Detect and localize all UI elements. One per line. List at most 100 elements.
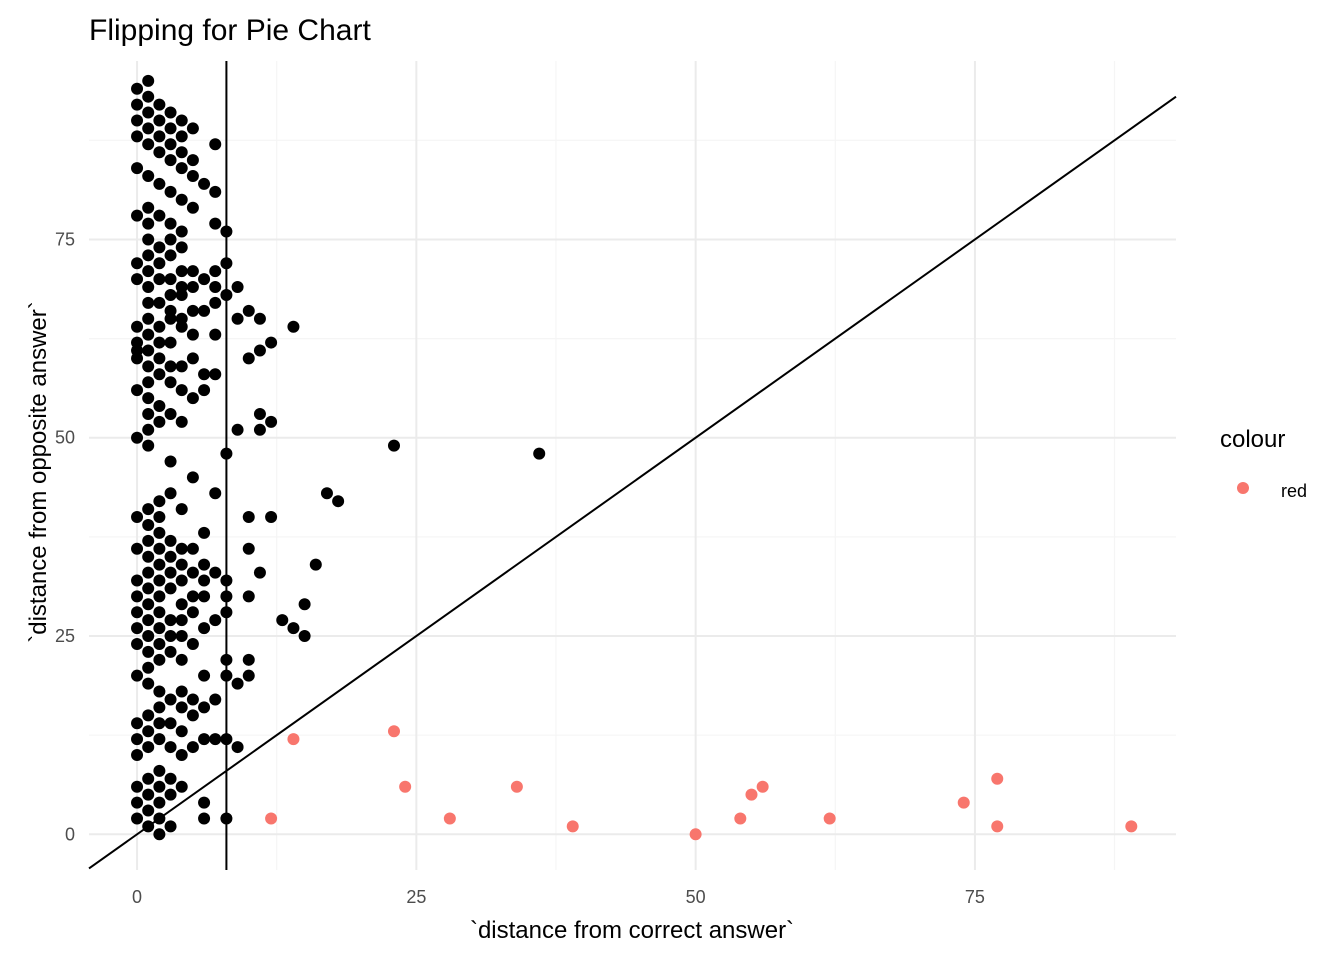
black-point — [175, 193, 188, 206]
black-point — [142, 788, 155, 801]
data-points — [131, 74, 1138, 841]
black-point — [164, 249, 177, 262]
black-point — [164, 154, 177, 167]
black-point — [186, 590, 199, 603]
red-point — [566, 820, 579, 833]
black-point — [186, 741, 199, 754]
black-point — [153, 368, 166, 381]
black-point — [153, 542, 166, 555]
black-point — [198, 384, 211, 397]
black-point — [242, 542, 255, 555]
black-point — [198, 526, 211, 539]
black-point — [220, 590, 233, 603]
black-point — [175, 130, 188, 143]
black-point — [131, 98, 144, 111]
black-point — [142, 677, 155, 690]
black-point — [209, 138, 222, 151]
black-point — [142, 74, 155, 87]
red-point — [957, 796, 970, 809]
black-point — [253, 407, 266, 420]
black-point — [175, 265, 188, 278]
black-point — [533, 447, 546, 460]
black-point — [220, 288, 233, 301]
black-point — [131, 733, 144, 746]
black-point — [142, 407, 155, 420]
black-point — [142, 534, 155, 547]
black-point — [186, 281, 199, 294]
black-point — [253, 344, 266, 357]
black-point — [153, 130, 166, 143]
black-point — [186, 265, 199, 278]
black-point — [198, 304, 211, 317]
black-point — [131, 209, 144, 222]
black-point — [209, 487, 222, 500]
black-point — [131, 384, 144, 397]
black-point — [142, 201, 155, 214]
legend-label-red: red — [1281, 481, 1307, 501]
black-point — [198, 368, 211, 381]
black-point — [142, 106, 155, 119]
black-point — [142, 90, 155, 103]
black-point — [142, 709, 155, 722]
black-point — [253, 423, 266, 436]
black-point — [153, 320, 166, 333]
black-point — [209, 566, 222, 579]
black-point — [153, 574, 166, 587]
black-point — [142, 344, 155, 357]
black-point — [209, 281, 222, 294]
black-point — [164, 693, 177, 706]
black-point — [209, 217, 222, 230]
black-point — [142, 598, 155, 611]
black-point — [153, 415, 166, 428]
black-point — [175, 415, 188, 428]
black-point — [164, 645, 177, 658]
black-point — [153, 685, 166, 698]
black-point — [198, 796, 211, 809]
black-point — [164, 788, 177, 801]
black-point — [175, 558, 188, 571]
black-point — [265, 336, 278, 349]
black-point — [198, 558, 211, 571]
y-axis-title: `distance from opposite answer` — [25, 301, 52, 642]
black-point — [153, 495, 166, 508]
black-point — [164, 217, 177, 230]
black-point — [153, 177, 166, 190]
black-point — [131, 162, 144, 175]
red-point — [689, 828, 702, 841]
black-point — [142, 217, 155, 230]
black-point — [175, 384, 188, 397]
black-point — [131, 273, 144, 286]
black-point — [131, 130, 144, 143]
black-point — [131, 320, 144, 333]
black-point — [142, 772, 155, 785]
black-point — [153, 296, 166, 309]
red-point — [399, 780, 412, 793]
red-point — [734, 812, 747, 825]
black-point — [142, 296, 155, 309]
black-point — [186, 637, 199, 650]
black-point — [186, 201, 199, 214]
black-point — [186, 122, 199, 135]
black-point — [164, 534, 177, 547]
black-point — [175, 574, 188, 587]
black-point — [209, 328, 222, 341]
red-point — [287, 733, 300, 746]
black-point — [186, 709, 199, 722]
black-point — [153, 511, 166, 524]
black-point — [253, 566, 266, 579]
y-tick-label: 50 — [55, 428, 75, 448]
black-point — [153, 146, 166, 159]
red-point — [745, 788, 758, 801]
black-point — [142, 312, 155, 325]
black-point — [142, 630, 155, 643]
black-point — [186, 693, 199, 706]
black-point — [164, 122, 177, 135]
black-point — [153, 98, 166, 111]
black-point — [142, 376, 155, 389]
red-point — [1125, 820, 1138, 833]
black-point — [186, 542, 199, 555]
black-point — [142, 122, 155, 135]
black-point — [175, 320, 188, 333]
black-point — [153, 257, 166, 270]
black-point — [220, 225, 233, 238]
